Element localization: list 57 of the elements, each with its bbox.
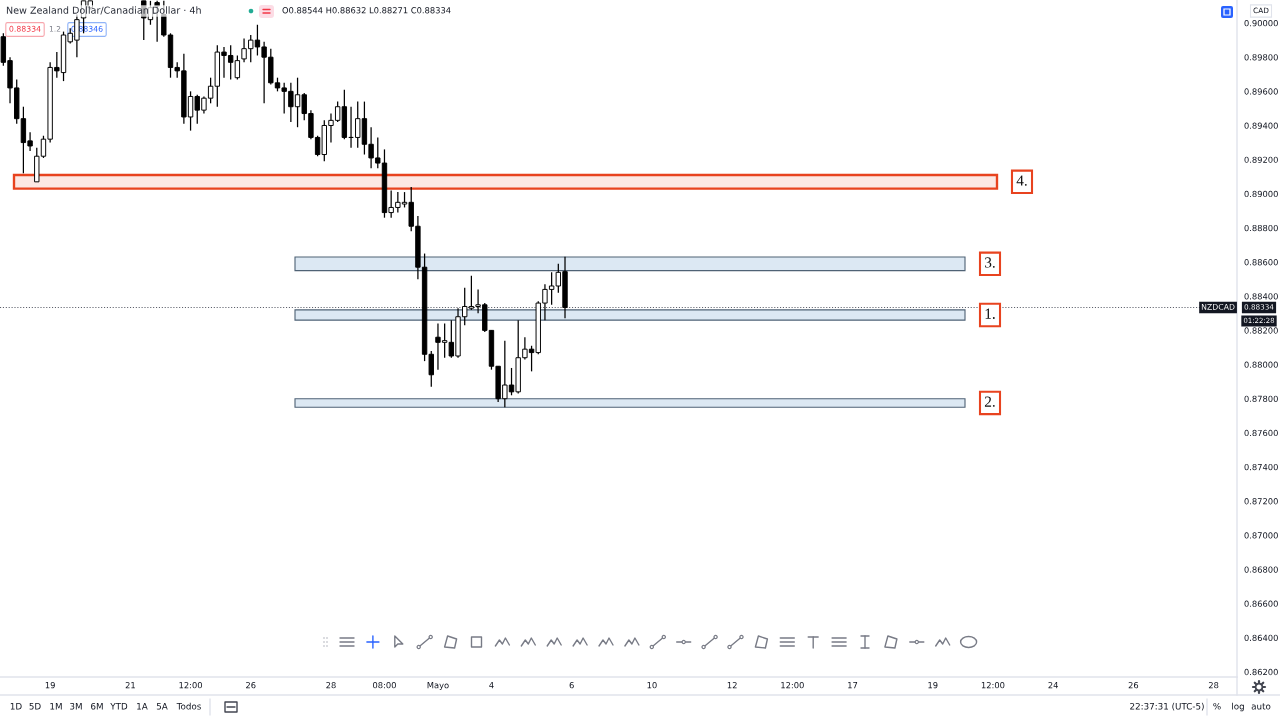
text: 1M [50,703,62,710]
y-tick-label: 0.87200 [1244,498,1278,505]
text: 1A [137,703,148,710]
text: 3M [70,702,82,710]
band-label: 1. [985,308,995,319]
y-tick-label: 0.88800 [1244,224,1278,232]
text: log [1232,702,1244,712]
y-tick-label: 0.89000 [1244,190,1278,198]
x-tick-label: 26 [246,682,256,689]
x-tick-label: 28 [326,682,336,689]
x-tick-label: 21 [125,682,135,689]
x-tick-label: 12:00 [781,682,804,689]
y-tick-label: 0.87000 [1244,532,1278,539]
text: 5D [29,703,41,710]
text: auto [1251,703,1271,710]
text: YTD [110,703,128,710]
band-label: 2. [984,396,995,407]
text: 5A [156,703,168,710]
x-tick-label: 19 [45,682,55,689]
text: 22:37:31 (UTC-5) [1130,702,1204,711]
text: Todos [176,702,201,710]
x-tick-label: 12 [727,682,737,689]
text: 6M [91,702,103,710]
x-tick-label: 19 [928,682,938,689]
x-tick-label: 12:00 [981,682,1005,689]
y-tick-label: 0.87800 [1244,395,1278,402]
text: % [1213,702,1221,710]
y-tick-label: 0.87400 [1244,463,1278,471]
band-label: 3. [985,257,995,268]
y-tick-label: 0.87600 [1244,429,1278,437]
y-tick-label: 0.88600 [1244,259,1278,266]
y-tick-label: 0.89400 [1244,122,1278,129]
annotation: O0.88544 H0.88632 L0.88271 C0.88334 [282,7,451,14]
x-tick-label: 4 [489,682,494,689]
y-tick-label: 0.86800 [1244,566,1278,573]
x-tick-label: 17 [848,682,858,689]
y-tick-label: 0.88200 [1244,327,1278,334]
x-tick-label: Mayo [427,682,449,690]
x-tick-label: 12:00 [179,682,203,689]
y-tick-label: 0.86600 [1244,600,1278,607]
x-tick-label: 24 [1048,682,1058,689]
x-tick-label: 6 [569,682,574,689]
band-label: 4. [1016,175,1027,186]
x-tick-label: 08:00 [373,682,396,689]
y-tick-label: 0.86400 [1244,634,1278,642]
x-tick-label: 28 [1208,682,1219,689]
y-tick-label: 0.89800 [1244,54,1278,61]
x-tick-label: 26 [1128,682,1139,689]
x-tick-label: 10 [647,682,657,689]
text: New Zealand Dollar/Canadian Dollar · 4h [6,6,201,15]
y-tick-label: 0.89200 [1244,156,1278,163]
y-tick-label: 0.90000 [1244,20,1278,27]
text: 1D [10,703,22,710]
y-tick-label: 0.86200 [1244,668,1278,676]
y-tick-label: 0.89600 [1244,88,1278,95]
y-tick-label: 0.88000 [1244,361,1278,368]
y-tick-label: 0.88400 [1244,293,1278,300]
